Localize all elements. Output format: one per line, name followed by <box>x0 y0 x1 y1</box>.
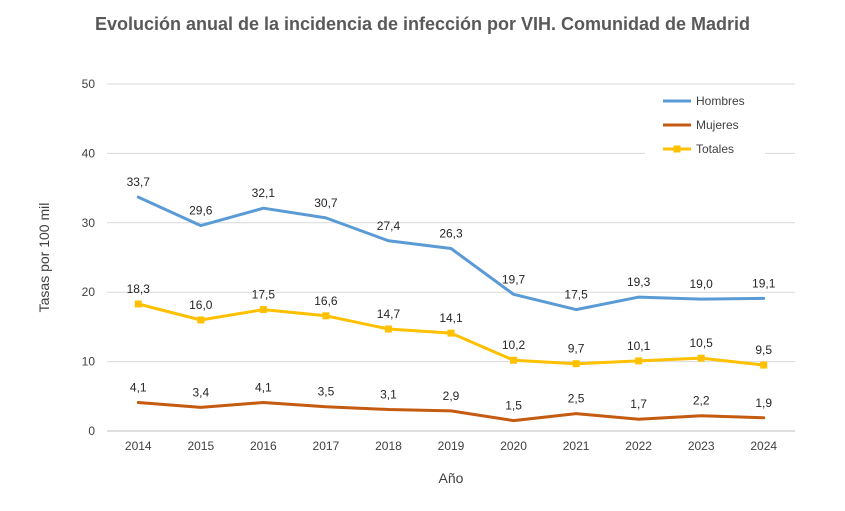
data-point-totales <box>259 306 267 314</box>
x-tick-label: 2022 <box>625 439 652 453</box>
data-point-totales <box>447 329 455 337</box>
data-label-hombres: 33,7 <box>127 175 151 189</box>
data-label-totales: 10,1 <box>627 339 651 353</box>
data-label-mujeres: 4,1 <box>255 381 272 395</box>
data-label-mujeres: 4,1 <box>130 381 147 395</box>
y-axis-title: Tasas por 100 mil <box>36 203 52 313</box>
data-label-totales: 9,5 <box>755 343 772 357</box>
legend-marker-totales <box>673 145 681 153</box>
y-tick-label: 0 <box>88 424 95 438</box>
data-label-totales: 17,5 <box>252 288 276 302</box>
data-label-totales: 18,3 <box>127 282 151 296</box>
series-line-mujeres <box>136 401 766 423</box>
data-label-hombres: 26,3 <box>439 226 463 240</box>
legend-label-totales: Totales <box>696 142 734 156</box>
data-label-hombres: 27,4 <box>377 219 401 233</box>
legend-box <box>645 86 765 156</box>
data-point-totales <box>197 316 205 324</box>
data-label-hombres: 19,3 <box>627 275 651 289</box>
x-tick-label: 2024 <box>750 439 777 453</box>
legend-label-mujeres: Mujeres <box>696 118 739 132</box>
data-label-mujeres: 3,5 <box>318 385 335 399</box>
x-tick-label: 2020 <box>500 439 527 453</box>
y-tick-label: 40 <box>82 146 96 160</box>
x-axis-title: Año <box>439 470 464 486</box>
data-label-totales: 14,7 <box>377 307 401 321</box>
x-tick-label: 2018 <box>375 439 402 453</box>
data-label-mujeres: 1,9 <box>755 396 772 410</box>
y-tick-label: 30 <box>82 216 96 230</box>
data-point-totales <box>134 300 142 308</box>
data-label-mujeres: 2,9 <box>443 389 460 403</box>
chart-title: Evolución anual de la incidencia de infe… <box>94 14 751 34</box>
data-label-totales: 14,1 <box>439 311 463 325</box>
data-label-hombres: 19,1 <box>752 276 776 290</box>
y-tick-label: 50 <box>82 77 96 91</box>
y-tick-label: 10 <box>82 355 96 369</box>
data-label-mujeres: 2,2 <box>693 394 710 408</box>
data-label-hombres: 19,7 <box>502 272 526 286</box>
x-tick-label: 2021 <box>563 439 590 453</box>
data-label-mujeres: 1,7 <box>630 397 647 411</box>
data-point-totales <box>572 360 580 368</box>
data-label-mujeres: 3,4 <box>192 385 209 399</box>
data-label-mujeres: 1,5 <box>505 399 522 413</box>
data-label-totales: 16,6 <box>314 294 338 308</box>
x-tick-label: 2014 <box>125 439 152 453</box>
data-label-hombres: 17,5 <box>564 288 588 302</box>
series-line-hombres <box>136 195 766 312</box>
data-point-totales <box>697 354 705 362</box>
data-label-totales: 9,7 <box>568 342 585 356</box>
x-tick-label: 2019 <box>438 439 465 453</box>
x-tick-label: 2023 <box>688 439 715 453</box>
data-label-mujeres: 2,5 <box>568 392 585 406</box>
data-label-hombres: 30,7 <box>314 196 338 210</box>
data-point-totales <box>384 325 392 333</box>
data-label-hombres: 29,6 <box>189 204 213 218</box>
data-point-totales <box>322 312 330 320</box>
data-label-totales: 10,5 <box>690 336 714 350</box>
data-label-totales: 10,2 <box>502 338 526 352</box>
data-label-hombres: 32,1 <box>252 186 276 200</box>
data-point-totales <box>760 361 768 369</box>
legend-label-hombres: Hombres <box>696 94 745 108</box>
data-point-totales <box>635 357 643 365</box>
data-label-hombres: 19,0 <box>690 277 714 291</box>
data-label-totales: 16,0 <box>189 298 213 312</box>
x-tick-label: 2017 <box>313 439 340 453</box>
data-point-totales <box>510 356 518 364</box>
data-label-mujeres: 3,1 <box>380 387 397 401</box>
y-tick-label: 20 <box>82 285 96 299</box>
x-tick-label: 2015 <box>187 439 214 453</box>
x-tick-label: 2016 <box>250 439 277 453</box>
